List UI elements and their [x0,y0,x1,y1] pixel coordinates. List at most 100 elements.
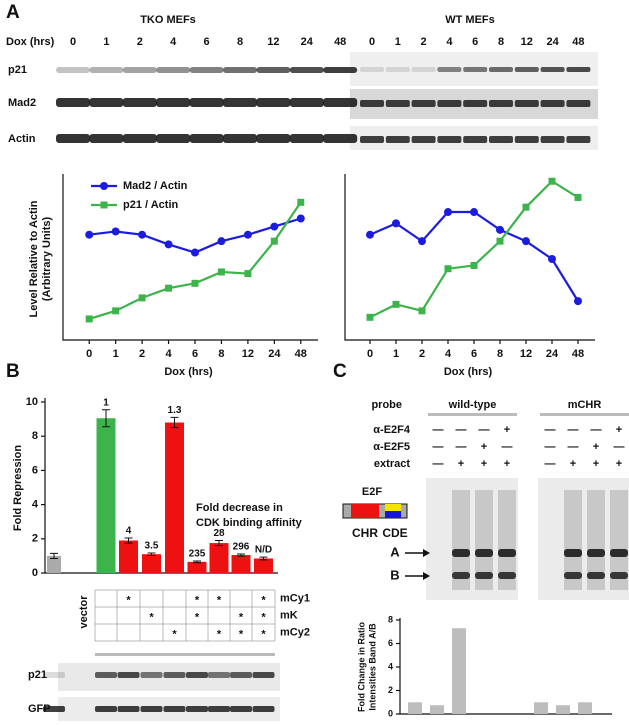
bar-annotation: 1 [103,397,109,408]
error-bar [215,540,223,547]
blot-band [56,98,90,107]
bar [209,543,229,573]
note: CDK binding affinity [196,517,303,529]
blot-band [540,67,565,72]
point [297,198,305,206]
point [138,294,146,302]
x-tick-label: 6 [471,348,477,360]
x-tick-label: vector [78,595,90,629]
sign: — [568,441,579,453]
probe-label: mCHR [568,399,602,411]
panel-label: A [6,2,20,23]
blot-band [489,67,513,72]
point [392,219,400,228]
blot-band [540,100,565,107]
blot-band [463,100,488,107]
bar [47,555,61,573]
lane-label: 1 [395,36,401,48]
point [191,279,199,287]
band-label: B [390,567,399,582]
lane-label: 48 [334,36,346,48]
blot-band [230,672,252,678]
blot-band [252,672,275,678]
point [244,270,252,278]
blot-band [156,134,191,143]
lane-label: 6 [472,36,478,48]
gel-band [610,572,628,579]
point [165,284,173,292]
blot-band [117,706,140,712]
sign: + [616,458,622,470]
blot-band [289,98,324,107]
point [548,177,556,185]
blot-band [437,100,462,107]
blot-band [289,134,324,143]
gel-band [498,572,516,579]
note: Fold decrease in [196,502,283,514]
y-axis-label: Fold Repression [12,445,24,531]
sign: + [616,424,622,436]
blot-label: p21 [28,669,47,681]
error-bar [102,409,110,428]
blot-band [156,67,191,73]
panel-label: C [333,361,347,382]
blot-band [122,98,157,107]
point [444,265,452,273]
blot-band [43,706,65,712]
sign: + [481,458,487,470]
lane-label: 24 [301,36,314,48]
bar-annotation: 4 [126,526,132,537]
blot-band [514,100,539,107]
lane-label: 12 [267,36,279,48]
bar [578,702,592,714]
x-tick-label: 12 [520,348,532,360]
blot-band [385,136,410,143]
x-tick-label: 2 [419,348,425,360]
blot-band [463,67,488,72]
blot-band [323,67,358,73]
gel-band [452,549,470,557]
bar-annotation: 3.5 [145,541,159,552]
mutation-star: * [126,594,131,606]
divider [428,413,517,416]
blot-band [223,67,257,73]
point [164,240,173,249]
blot-band [411,100,436,107]
x-tick-label: 24 [546,348,559,360]
blot-band [437,67,462,72]
blot-band [566,136,591,143]
blot-band [95,672,117,678]
cde-top [385,504,401,511]
arrowhead [423,549,430,557]
blot-band [256,67,291,73]
gel-smear [498,490,516,590]
gel-smear [587,490,605,590]
lane-header: Dox (hrs) [6,36,55,48]
blot-band [156,98,191,107]
lane-label: 8 [237,36,243,48]
bar [187,561,207,573]
blot-band [89,67,124,73]
blot-band [489,136,513,143]
x-axis-label: Dox (hrs) [444,366,493,378]
y-axis-label: Level Relative to Actin [28,200,40,317]
gel-band [610,549,628,557]
diagram-title: E2F [362,486,382,498]
bar [408,702,422,714]
lane-label: 2 [421,36,427,48]
row-label: α-E2F5 [373,441,410,453]
y-axis-label: Fold Change in Ratio [356,622,366,712]
axis [62,174,318,341]
bar [231,555,251,573]
mutation-star: * [261,594,266,606]
lane-label: 2 [137,36,143,48]
gel [426,478,518,600]
bar [96,418,116,573]
series-line [369,210,579,302]
y-tick-label: 8 [388,614,393,624]
row-label: extract [374,458,410,470]
error-bar [50,552,58,559]
point [138,230,147,239]
divider [540,413,629,416]
sign: — [545,424,556,436]
